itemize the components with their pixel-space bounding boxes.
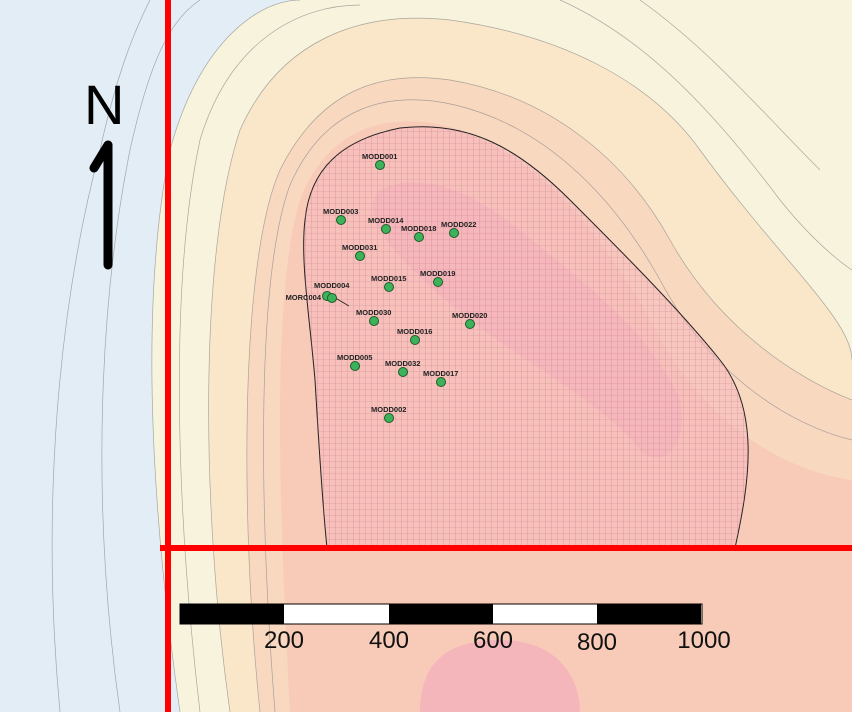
drillhole-marker[interactable] [410, 335, 420, 345]
drillhole-marker[interactable] [436, 377, 446, 387]
drillhole-marker[interactable] [375, 160, 385, 170]
north-arrow-icon [89, 140, 113, 270]
drillhole-label: MODD032 [385, 359, 420, 368]
drillhole-label: MODD019 [420, 269, 455, 278]
scale-bar: 200 400 600 800 1000 [179, 603, 731, 656]
drillhole-label: MODD015 [371, 274, 406, 283]
drillhole-marker[interactable] [384, 282, 394, 292]
drillhole-label: MODD016 [397, 327, 432, 336]
drillhole-marker[interactable] [336, 215, 346, 225]
drillhole-marker[interactable] [355, 251, 365, 261]
drillhole-marker[interactable] [384, 413, 394, 423]
north-label: N [84, 73, 124, 136]
drillhole-label: MORC004 [286, 293, 322, 302]
hatch-fill [303, 126, 749, 548]
drillhole-marker[interactable] [350, 361, 360, 371]
drillhole-label: MODD002 [371, 405, 406, 414]
drillhole-marker[interactable] [369, 316, 379, 326]
drillhole-label: MODD004 [314, 281, 350, 290]
drillhole-label: MODD030 [356, 308, 391, 317]
drillhole-label: MODD003 [323, 207, 358, 216]
drillhole-marker[interactable] [433, 277, 443, 287]
scale-label: 1000 [677, 627, 730, 654]
drillhole-marker[interactable] [465, 319, 475, 329]
drillhole-marker[interactable] [449, 228, 459, 238]
drillhole-marker[interactable] [414, 232, 424, 242]
north-arrow: N [84, 73, 124, 270]
drillhole-label: MODD031 [342, 243, 377, 252]
scale-label: 600 [473, 627, 513, 654]
drillhole-marker[interactable] [398, 367, 408, 377]
drillhole-label: MODD020 [452, 311, 487, 320]
drillhole-label: MODD001 [362, 152, 397, 161]
drillhole-label: MODD005 [337, 353, 372, 362]
scale-label: 400 [369, 627, 409, 654]
drillhole-marker[interactable] [327, 293, 337, 303]
scale-label: 200 [264, 627, 304, 654]
drillhole-label: MODD017 [423, 369, 458, 378]
scale-label: 800 [577, 629, 617, 656]
drillhole-label: MODD018 [401, 224, 436, 233]
drillhole-marker[interactable] [381, 224, 391, 234]
drillhole-label: MODD022 [441, 220, 476, 229]
drillhole-label: MODD014 [368, 216, 404, 225]
